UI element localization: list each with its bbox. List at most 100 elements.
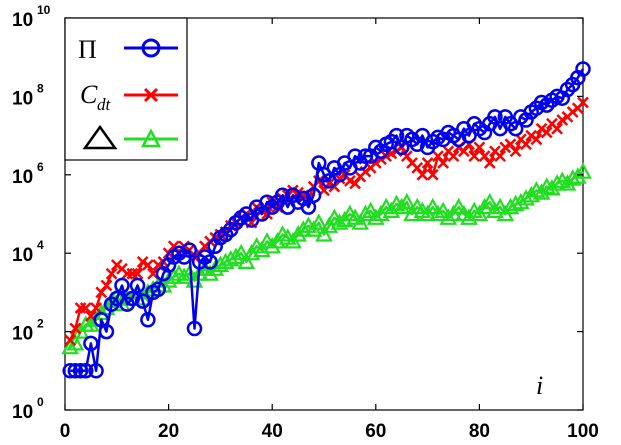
data-point-stroke [90, 302, 102, 314]
data-point [72, 363, 89, 379]
data-point-stroke [473, 141, 486, 154]
data-point-stroke [411, 162, 424, 174]
data-point [131, 267, 144, 280]
data-point [486, 201, 504, 218]
legend-label-delta [82, 124, 118, 150]
data-point [150, 281, 166, 298]
data-point [69, 322, 82, 335]
y-tick-label: 10 10 [12, 3, 51, 31]
data-point [88, 363, 104, 379]
data-point [180, 264, 199, 281]
x-tick-label: 100 [567, 421, 599, 442]
data-point [447, 150, 460, 162]
data-point-stroke [468, 150, 481, 162]
y-tick-exponent: 8 [37, 81, 44, 95]
x-tick-label: 80 [469, 421, 490, 442]
data-point [227, 247, 245, 265]
data-point [423, 197, 442, 215]
data-point-stroke [489, 145, 501, 158]
data-point-stroke [344, 174, 356, 187]
data-point [124, 290, 141, 307]
data-point [548, 174, 566, 191]
data-point-stroke [426, 168, 439, 181]
data-point [64, 334, 77, 347]
data-point-stroke [100, 279, 113, 292]
data-point [309, 213, 328, 230]
data-point-stroke [514, 133, 527, 146]
data-point [473, 141, 486, 154]
data-point [366, 208, 385, 225]
data-point-stroke [147, 267, 159, 280]
data-point [315, 225, 333, 242]
data-point [522, 185, 541, 203]
data-point [320, 216, 339, 233]
y-tick-exponent: 2 [37, 317, 44, 331]
legend: Π C dt [64, 17, 188, 161]
y-tick-label: 10 6 [12, 160, 44, 188]
data-point [361, 201, 380, 218]
legend-label-cdt-main: C [80, 80, 98, 109]
data-point [98, 323, 115, 340]
data-point-stroke [167, 240, 180, 253]
data-point-stroke [442, 145, 455, 158]
data-point [540, 126, 553, 139]
legend-swatch-delta [124, 128, 178, 148]
data-point [289, 225, 307, 242]
data-point [475, 197, 494, 215]
data-point-stroke [421, 157, 434, 169]
data-point-stroke [478, 150, 491, 162]
data-point-stroke [483, 157, 496, 169]
data-point [77, 363, 94, 379]
data-point-stroke [520, 138, 532, 151]
data-point [202, 254, 218, 270]
data-point [434, 201, 452, 218]
legend-label-pi: Π [78, 35, 97, 64]
data-point [83, 335, 99, 352]
data-point-stroke [416, 168, 429, 181]
data-point [392, 197, 411, 215]
data-point-stroke [577, 96, 589, 109]
data-point [134, 293, 151, 309]
data-point [483, 157, 496, 169]
y-tick-exponent: 0 [37, 395, 44, 409]
data-point [520, 138, 532, 151]
data-point [357, 148, 374, 164]
data-point [181, 242, 198, 258]
data-point-stroke [494, 150, 507, 162]
data-point-stroke [261, 208, 273, 220]
data-point-stroke [79, 302, 92, 314]
data-point [190, 264, 209, 281]
data-point [568, 167, 587, 184]
y-tick-exponent: 10 [37, 3, 51, 17]
data-point [426, 168, 439, 181]
y-tick-label: 10 2 [12, 317, 44, 345]
y-tick-base: 10 [12, 10, 33, 31]
data-point [105, 267, 118, 280]
y-tick-label: 10 0 [12, 395, 44, 423]
data-point [252, 240, 271, 258]
data-point [62, 363, 78, 379]
data-point [61, 337, 80, 355]
data-point [201, 264, 219, 281]
x-tick-label: 40 [262, 421, 283, 442]
data-point [437, 157, 450, 169]
x-tick-label: 0 [60, 421, 71, 442]
legend-box [64, 17, 188, 161]
data-point [577, 96, 589, 109]
y-tick-exponent: 6 [37, 160, 44, 174]
data-point [294, 220, 313, 237]
y-tick-label: 10 8 [12, 81, 44, 109]
legend-label-cdt-sub: dt [97, 95, 112, 114]
data-point [439, 208, 458, 225]
data-point [517, 189, 535, 206]
y-tick-exponent: 4 [37, 238, 44, 252]
data-point [480, 192, 499, 210]
series- [62, 61, 591, 379]
data-point [67, 363, 84, 379]
data-point [175, 267, 193, 284]
data-point [429, 204, 447, 222]
data-point [129, 277, 146, 294]
data-point-stroke [447, 150, 460, 162]
